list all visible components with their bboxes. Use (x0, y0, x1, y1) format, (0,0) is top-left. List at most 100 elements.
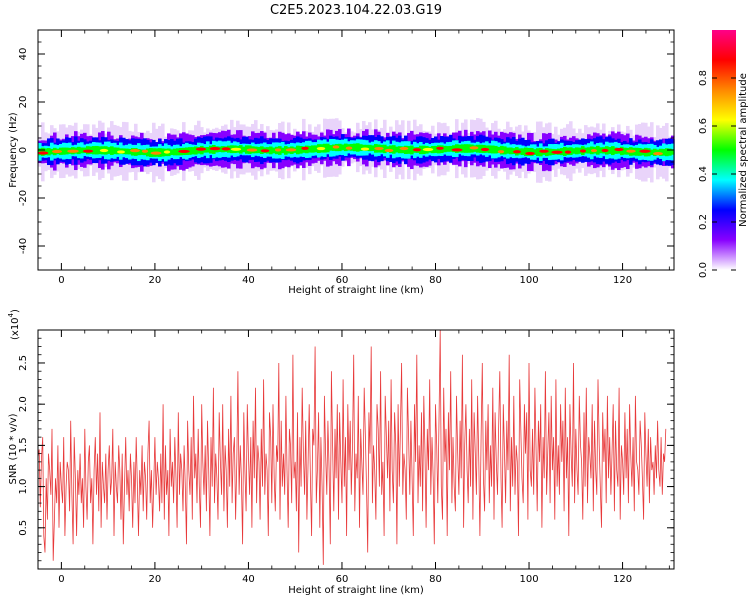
colorbar-gradient (712, 30, 736, 270)
snr-y-ticks: 0.5 1.0 1.5 2.0 2.5 (18, 329, 674, 570)
spectrogram-cell (107, 147, 111, 154)
spectrogram-cell (563, 146, 567, 156)
colorbar-tick-label: 0.0 (698, 262, 709, 278)
spectrogram-cell (434, 145, 438, 153)
snr-x-tick-label: 100 (519, 574, 538, 585)
snr-y-axis-label: SNR (10 * v/v) (8, 413, 19, 484)
spectrogram-peak (345, 146, 353, 150)
spectrogram-cell (272, 147, 276, 154)
colorbar-tick-label: 0.4 (698, 166, 709, 182)
spectrogram-peak (82, 149, 94, 153)
spectrogram-cell (359, 144, 363, 151)
spectrogram-cell (491, 145, 495, 154)
spectrogram-cell (110, 146, 114, 155)
spectrogram-cell (443, 145, 447, 153)
snr-y-scale-label: (x104) (7, 309, 21, 340)
spectrogram-cell (521, 148, 525, 156)
spectrogram-peak (513, 150, 521, 154)
spectrogram-cell (194, 146, 198, 155)
snr-x-ticks: 0 20 40 60 80 100 120 (37, 330, 670, 585)
spectrogram-cell (311, 145, 315, 153)
snr-y-tick-label: 2.0 (18, 396, 29, 412)
spectrogram-cell (383, 144, 387, 154)
spectrogram-cell (467, 144, 471, 153)
spectrogram-peak (412, 148, 422, 152)
spectrogram-peak (285, 148, 297, 152)
snr-x-tick-label: 0 (58, 574, 64, 585)
spectrogram-peak (626, 149, 636, 153)
spectrogram-cell (137, 149, 141, 156)
spectrogram-cell (149, 148, 153, 157)
spectrogram-cell (509, 147, 513, 155)
spectrogram-y-tick-label: 0 (18, 147, 29, 153)
spectrogram-x-tick-label: 60 (336, 275, 349, 286)
spectrogram-peak (469, 146, 479, 150)
spectrogram-cell (668, 148, 672, 156)
spectrogram-cell (62, 147, 66, 155)
snr-frame (37, 329, 675, 570)
spectrogram-x-tick-label: 0 (58, 275, 64, 286)
spectrogram-cell (80, 147, 84, 154)
spectrogram-cell (665, 148, 669, 157)
spectrogram-cell (329, 145, 333, 151)
spectrogram-peak (422, 147, 434, 152)
spectrogram-cell (116, 147, 120, 155)
spectrogram-peak (374, 146, 384, 151)
spectrogram-peak (141, 149, 149, 153)
spectrogram-cell (572, 148, 576, 154)
snr-y-tick-label: 1.5 (18, 437, 29, 453)
snr-y-tick-label: 1.0 (18, 479, 29, 495)
spectrogram-peak (209, 146, 221, 151)
snr-x-tick-label: 80 (429, 574, 442, 585)
spectrogram-cell (608, 147, 612, 154)
spectrogram-cell (92, 146, 96, 155)
spectrogram-cell (662, 148, 666, 156)
colorbar-ticks: 0.0 0.2 0.4 0.6 0.8 (698, 70, 736, 278)
spectrogram-x-ticks: 0 20 40 60 80 100 120 (37, 30, 670, 286)
snr-x-axis-label: Height of straight line (km) (288, 585, 424, 596)
snr-x-tick-label: 60 (336, 574, 349, 585)
spectrogram-x-tick-label: 20 (149, 275, 162, 286)
spectrogram-cell (599, 147, 603, 154)
spectrogram-peak (163, 150, 171, 154)
spectrogram-cell (341, 144, 345, 151)
spectrogram-cell (368, 144, 372, 152)
spectrogram-cell (269, 146, 273, 155)
spectrogram-cell (356, 143, 360, 152)
snr-x-tick-label: 20 (149, 574, 162, 585)
spectrogram-cell (623, 147, 627, 155)
spectrogram-peak (178, 149, 190, 154)
spectrogram-cell (506, 147, 510, 154)
spectrogram-cell (113, 147, 117, 155)
spectrogram-peak (360, 147, 370, 151)
spectrogram-y-tick-label: -20 (18, 190, 29, 206)
colorbar-tick-label: 0.8 (698, 70, 709, 86)
spectrogram-x-tick-label: 80 (429, 275, 442, 286)
spectrogram-cell (479, 144, 483, 153)
colorbar-tick-label: 0.2 (698, 214, 709, 230)
spectrogram-cell (281, 147, 285, 154)
colorbar: 0.0 0.2 0.4 0.6 0.8 Normalized spectral ampl… (698, 30, 749, 278)
spectrogram-cell (407, 146, 411, 154)
spectrogram-cell (653, 148, 657, 156)
spectrogram-cell (125, 148, 129, 155)
spectrogram-cell (446, 146, 450, 152)
spectrogram-heatmap (37, 118, 675, 183)
spectrogram-x-axis-label: Height of straight line (km) (288, 285, 424, 296)
spectrogram-cell (620, 146, 624, 156)
spectrogram-cell (497, 146, 501, 153)
figure-title: C2E5.2023.104.22.03.G19 (270, 3, 442, 18)
spectrogram-cell (326, 143, 330, 153)
spectrogram-cell (95, 145, 99, 155)
spectrogram-cell (128, 148, 132, 155)
spectrogram-x-tick-label: 100 (519, 275, 538, 286)
spectrogram-cell (371, 145, 375, 151)
spectrogram-cell (575, 147, 579, 155)
spectrogram-peak (399, 146, 409, 151)
spectrogram-cell (140, 149, 144, 155)
spectrogram-peak (274, 148, 282, 152)
spectrogram-cell (569, 147, 573, 155)
spectrogram-peak (614, 147, 624, 152)
spectrogram-y-ticks: -40 -20 0 20 40 (18, 29, 674, 271)
spectrogram-peak (551, 150, 563, 154)
